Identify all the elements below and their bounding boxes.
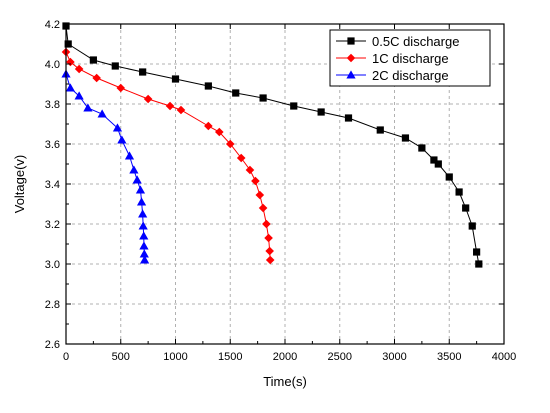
data-point: [139, 68, 147, 76]
series-diamond: [61, 47, 275, 265]
data-point: [473, 248, 481, 256]
data-point: [434, 160, 442, 168]
data-point: [265, 255, 275, 265]
data-point: [111, 62, 119, 70]
legend-entry: 2C discharge: [336, 68, 449, 83]
x-tick-label: 4000: [492, 351, 516, 363]
y-axis-title: Voltage(v): [12, 155, 27, 214]
data-point: [176, 105, 186, 115]
x-tick-label: 1000: [163, 351, 187, 363]
y-tick-label: 3.2: [45, 219, 60, 231]
data-point: [140, 255, 150, 264]
data-point: [138, 209, 148, 218]
data-point: [74, 64, 84, 74]
data-point: [255, 190, 265, 200]
x-tick-label: 2500: [328, 351, 352, 363]
data-point: [129, 165, 139, 174]
data-point: [165, 101, 175, 111]
series-triangle: [61, 69, 150, 264]
data-point: [455, 188, 463, 196]
data-point: [245, 165, 255, 175]
legend-entry: 1C discharge: [336, 51, 449, 66]
data-point: [475, 260, 483, 268]
legend-label: 1C discharge: [372, 51, 449, 66]
legend-marker: [347, 37, 355, 45]
data-point: [468, 222, 476, 230]
y-tick-label: 4.2: [45, 19, 60, 31]
legend-label: 0.5C discharge: [372, 34, 459, 49]
legend-entry: 0.5C discharge: [336, 34, 459, 49]
x-axis-title: Time(s): [263, 374, 307, 389]
x-tick-label: 3000: [382, 351, 406, 363]
data-point: [83, 103, 93, 112]
data-point: [265, 246, 274, 256]
data-point: [204, 121, 213, 131]
data-point: [124, 151, 135, 160]
data-point: [232, 89, 240, 97]
series-square: [62, 22, 483, 268]
data-point: [258, 203, 268, 213]
data-point: [116, 83, 126, 93]
x-tick-label: 0: [63, 351, 69, 363]
data-point: [135, 185, 146, 194]
data-point: [117, 135, 127, 144]
legend: 0.5C discharge 1C discharge 2C discharge: [329, 29, 491, 87]
data-point: [74, 91, 84, 100]
data-point: [139, 249, 149, 258]
y-tick-label: 4.0: [45, 59, 60, 71]
data-point: [462, 204, 470, 212]
data-point: [132, 175, 142, 184]
data-point: [418, 144, 426, 152]
data-point: [259, 94, 267, 102]
data-point: [344, 114, 353, 122]
data-point: [376, 126, 384, 134]
legend-label: 2C discharge: [372, 68, 449, 83]
data-point: [204, 82, 212, 90]
data-point: [65, 83, 75, 92]
data-point: [225, 139, 235, 149]
y-tick-label: 3.6: [45, 139, 60, 151]
data-point: [262, 219, 271, 229]
y-tick-label: 2.8: [45, 299, 60, 311]
data-point: [171, 75, 180, 83]
data-point: [290, 102, 298, 110]
axes: 0 500 1000 1500 2000 2500 3000 3500 4000 2.6 2.8 3.…: [45, 19, 517, 363]
data-point: [138, 221, 148, 230]
data-point: [215, 127, 224, 137]
data-point: [139, 231, 149, 240]
y-tick-label: 3.0: [45, 259, 60, 271]
data-point: [139, 241, 149, 250]
x-tick-label: 3500: [437, 351, 461, 363]
y-tick-label: 3.4: [45, 179, 60, 191]
data-point: [97, 109, 107, 118]
data-point: [264, 233, 273, 243]
data-point: [143, 94, 153, 104]
legend-marker: [346, 53, 356, 63]
data-point: [112, 123, 123, 132]
data-point: [430, 156, 438, 164]
data-point: [445, 173, 453, 181]
data-point: [317, 108, 325, 116]
y-tick-label: 3.8: [45, 99, 60, 111]
data-point: [401, 134, 410, 142]
data-point: [236, 153, 246, 163]
x-tick-label: 2000: [273, 351, 297, 363]
series-layer: [61, 22, 483, 268]
data-point: [89, 56, 97, 64]
legend-marker: [346, 70, 356, 79]
data-point: [92, 73, 101, 83]
y-tick-label: 2.6: [45, 339, 60, 351]
data-point: [136, 197, 147, 206]
series-line: [65, 73, 146, 261]
x-tick-label: 1500: [218, 351, 242, 363]
data-point: [251, 176, 260, 186]
x-tick-label: 500: [112, 351, 130, 363]
